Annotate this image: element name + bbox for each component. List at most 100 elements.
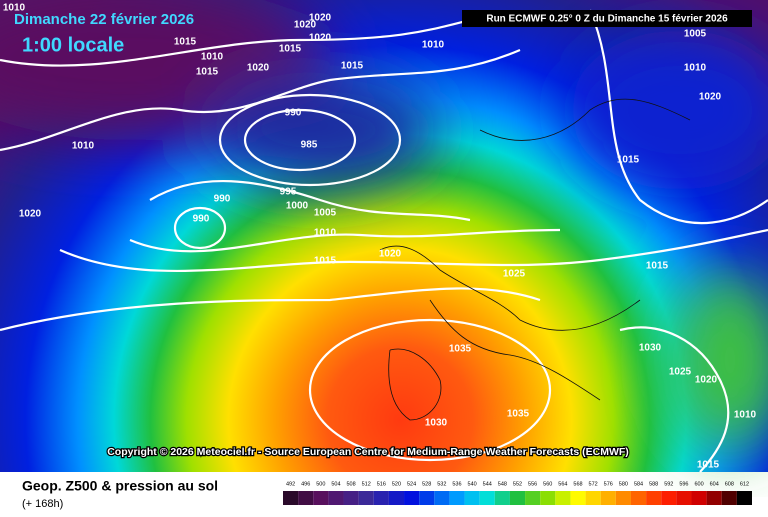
scale-swatch (706, 491, 722, 505)
scale-swatch (479, 491, 495, 505)
isobar-label: 1020 (309, 13, 332, 24)
scale-label: 508 (346, 481, 355, 487)
isobar-label: 1030 (639, 343, 662, 354)
scale-swatch (343, 491, 359, 505)
scale-label: 604 (710, 481, 719, 487)
scale-label: 536 (452, 481, 461, 487)
scale-label: 612 (740, 481, 749, 487)
isobar-label: 1010 (314, 228, 337, 239)
scale-swatch (313, 491, 329, 505)
scale-swatch (721, 491, 737, 505)
color-scale: 492 496 500 504 508 512 516 520 524 528 532 536 540 5… (283, 481, 752, 505)
isobar-label: 990 (285, 108, 302, 119)
isobar-label: 1015 (174, 37, 197, 48)
scale-swatch (525, 491, 541, 505)
scale-swatch (615, 491, 631, 505)
scale-swatch (661, 491, 677, 505)
scale-label: 572 (589, 481, 598, 487)
isobars (0, 9, 768, 473)
isobar-label: 995 (280, 187, 297, 198)
scale-swatch (298, 491, 314, 505)
scale-swatch (388, 491, 405, 505)
run-box (462, 10, 752, 27)
scale-swatch (509, 491, 526, 505)
scale-label: 524 (407, 481, 416, 487)
isobar-label: 1015 (617, 155, 640, 166)
scale-label: 576 (604, 481, 613, 487)
isobar-label: 1005 (314, 208, 337, 219)
scale-swatch (494, 491, 510, 505)
isobar-label: 1005 (684, 29, 707, 40)
isobar-label: 1000 (286, 201, 309, 212)
isobar-label: 1015 (646, 261, 669, 272)
scale-label: 552 (513, 481, 522, 487)
scale-swatch (404, 491, 420, 505)
scale-label: 568 (573, 481, 582, 487)
scale-label: 592 (664, 481, 673, 487)
isobar-label: 1015 (341, 61, 364, 72)
scale-label: 520 (392, 481, 401, 487)
scale-swatch (570, 491, 586, 505)
scale-swatch (283, 491, 299, 505)
scale-label: 544 (483, 481, 492, 487)
isobar-label: 990 (193, 214, 210, 225)
scale-swatch (691, 491, 707, 505)
footer-title: Geop. Z500 & pression au sol (22, 478, 218, 494)
isobar-label: 1010 (422, 40, 445, 51)
scale-label: 584 (634, 481, 643, 487)
isobar-label: 1020 (19, 209, 42, 220)
run-info: Run ECMWF 0.25° 0 Z du Dimanche 15 févri… (486, 14, 728, 25)
scale-label: 608 (725, 481, 734, 487)
scale-swatch (630, 491, 647, 505)
scale-swatch (736, 491, 752, 505)
scale-swatch (434, 491, 450, 505)
scale-label: 504 (331, 481, 340, 487)
isobar-label: 1025 (669, 367, 692, 378)
copyright: Copyright © 2026 Meteociel.fr - Source E… (107, 446, 629, 458)
scale-swatch (449, 491, 465, 505)
scale-label: 492 (286, 481, 295, 487)
scale-swatch (646, 491, 662, 505)
scale-label: 580 (619, 481, 628, 487)
scale-swatch (585, 491, 601, 505)
isobar-label: 1015 (697, 460, 720, 471)
isobar-label: 1035 (507, 409, 530, 420)
isobar-label: 1010 (201, 52, 224, 63)
isobar-label: 1010 (72, 141, 95, 152)
isobar-label: 1020 (379, 249, 402, 260)
scale-label: 512 (362, 481, 371, 487)
scale-swatch (358, 491, 374, 505)
isobar-label: 1010 (684, 63, 707, 74)
isobar-label: 1025 (503, 269, 526, 280)
scale-swatch (540, 491, 556, 505)
isobar-label: 1010 (3, 3, 26, 14)
isobar-label: 1015 (314, 256, 337, 267)
isobar-label: 1020 (294, 20, 317, 31)
isobar-label: 1015 (196, 67, 219, 78)
isobar-label: 985 (301, 140, 318, 151)
scale-swatch (676, 491, 692, 505)
isobar-label: 1020 (309, 33, 332, 44)
footer-lead: (+ 168h) (22, 498, 63, 510)
isobar-label: 1020 (247, 63, 270, 74)
scale-label: 564 (558, 481, 567, 487)
coastlines (379, 98, 691, 421)
isobar-label: 1020 (695, 375, 718, 386)
scale-label: 496 (301, 481, 310, 487)
scale-label: 596 (679, 481, 688, 487)
isobar-label: 990 (214, 194, 231, 205)
scale-label: 516 (377, 481, 386, 487)
scale-swatch (555, 491, 571, 505)
scale-swatch (464, 491, 480, 505)
isobar-label: 1035 (449, 344, 472, 355)
isobar-label: 1015 (279, 44, 302, 55)
scale-label: 528 (422, 481, 431, 487)
isobar-label: 1010 (734, 410, 757, 421)
forecast-time: 1:00 locale (22, 34, 124, 56)
scale-label: 500 (316, 481, 325, 487)
scale-label: 588 (649, 481, 658, 487)
isobar-label: 1030 (425, 418, 448, 429)
scale-label: 540 (468, 481, 477, 487)
